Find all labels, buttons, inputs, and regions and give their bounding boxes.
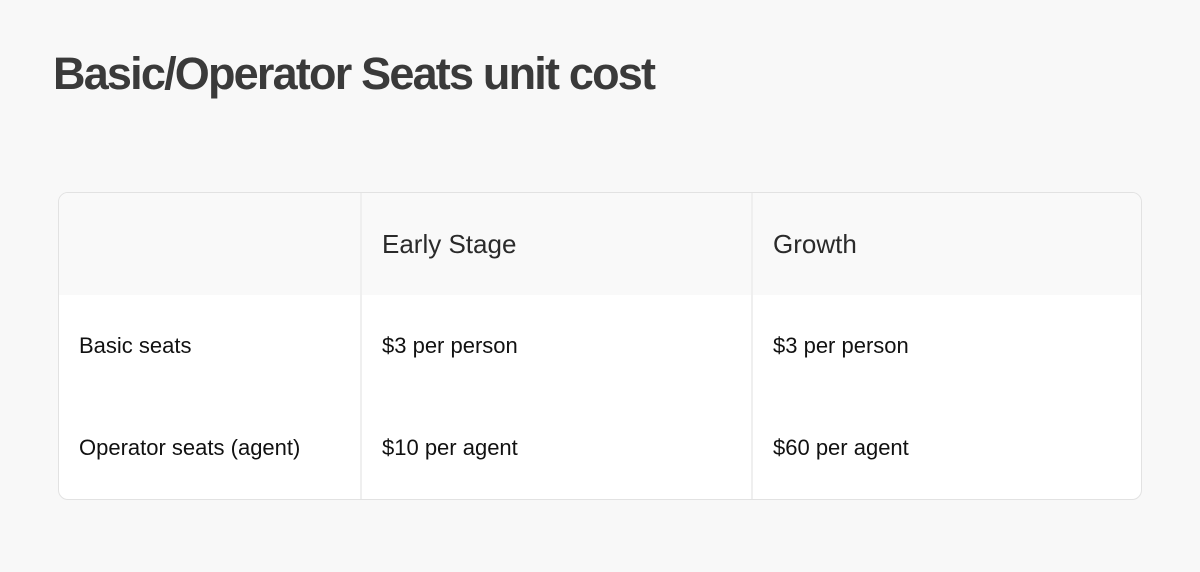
header-cell-growth: Growth: [751, 193, 1141, 295]
row-label: Operator seats (agent): [79, 435, 301, 460]
table-row: Operator seats (agent) $10 per agent $60…: [59, 397, 1141, 499]
cell-early-stage: $3 per person: [360, 295, 751, 397]
header-cell-empty: [59, 193, 360, 295]
row-label: Basic seats: [79, 333, 192, 358]
table-row: Basic seats $3 per person $3 per person: [59, 295, 1141, 397]
cell-growth: $60 per agent: [751, 397, 1141, 499]
header-cell-early-stage: Early Stage: [360, 193, 751, 295]
pricing-table: Early Stage Growth Basic seats $3 per pe…: [58, 192, 1142, 500]
page-title: Basic/Operator Seats unit cost: [53, 48, 656, 99]
cell-early-stage: $10 per agent: [360, 397, 751, 499]
table-header-row: Early Stage Growth: [59, 193, 1141, 295]
cell-growth: $3 per person: [751, 295, 1141, 397]
